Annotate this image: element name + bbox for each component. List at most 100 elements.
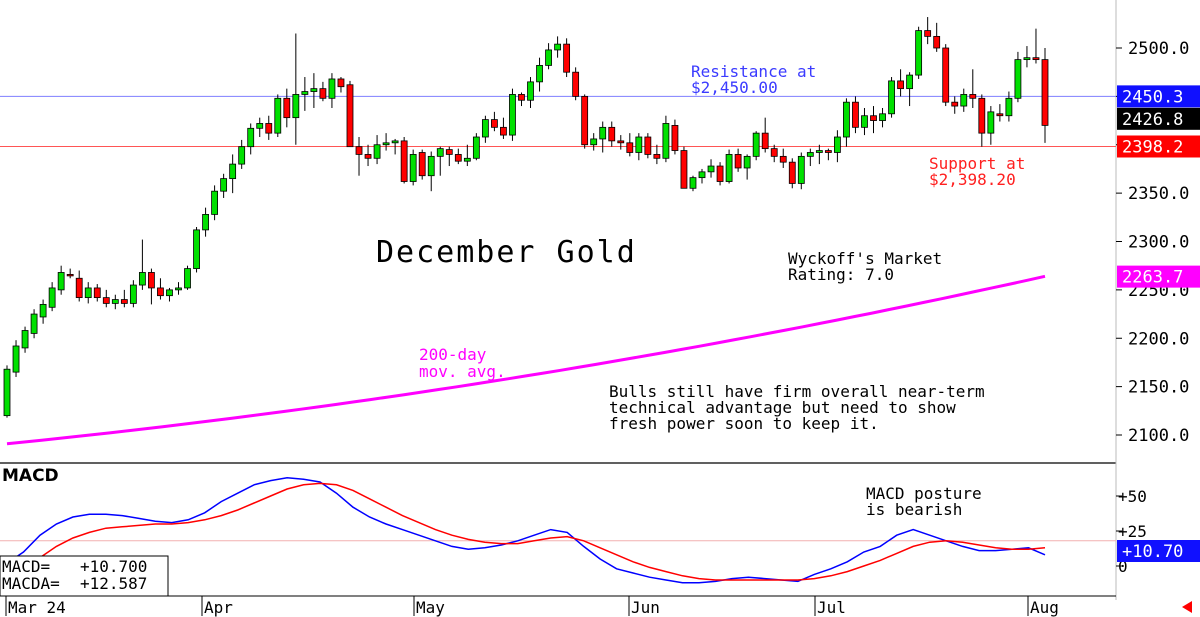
- candle-body: [1014, 59, 1022, 99]
- ma-label: 200-day: [419, 345, 487, 364]
- price-tick-label: 2100.0: [1128, 426, 1189, 446]
- candle-body: [716, 165, 724, 182]
- candle-body: [608, 126, 616, 142]
- ma-badge-box: [1117, 265, 1200, 288]
- annotations: December Gold Resistance at$2,450.00 Suppo…: [0, 62, 1025, 597]
- moving-average-line: [6, 274, 1046, 446]
- resistance-value-label: $2,450.00: [691, 78, 778, 97]
- candle-body: [933, 35, 941, 49]
- candle-body: [1041, 59, 1049, 126]
- support-value-label: $2,398.20: [929, 170, 1016, 189]
- candle-body: [969, 94, 977, 99]
- candle-body: [491, 119, 498, 128]
- candle-body: [617, 140, 625, 144]
- candle-body: [906, 74, 914, 90]
- candle-body: [581, 95, 589, 146]
- candle-body: [193, 229, 200, 269]
- macd-annotation: MACD posture: [866, 484, 982, 503]
- candle-body: [996, 113, 1004, 117]
- candle-body: [852, 101, 859, 128]
- resistance-label: Resistance at: [691, 62, 816, 81]
- candlestick-series: [3, 17, 1049, 418]
- last-price-badge-box: [1117, 107, 1200, 130]
- candle-body: [960, 94, 968, 107]
- candle-body: [355, 146, 363, 155]
- candle-body: [518, 94, 525, 101]
- price-tick-label: 2350.0: [1128, 184, 1189, 204]
- macda-line: [6, 482, 1046, 584]
- macd-legend-value: +10.700: [80, 557, 147, 576]
- price-tick-label: 2150.0: [1128, 378, 1189, 398]
- last-price-badge: 2426.8: [1122, 110, 1183, 130]
- ma-200-line: [6, 274, 1046, 446]
- candle-body: [870, 115, 877, 121]
- price-tick-label: 2300.0: [1128, 233, 1189, 253]
- candle-body: [689, 177, 697, 189]
- candle-body: [220, 178, 228, 192]
- candle-body: [247, 127, 255, 148]
- macd-annotation-2: is bearish: [866, 500, 962, 519]
- candle-body: [1005, 97, 1013, 117]
- candle-body: [834, 136, 841, 153]
- candle-body: [111, 299, 119, 304]
- candle-body: [175, 287, 182, 291]
- candle-body: [120, 299, 128, 304]
- scroll-left-icon[interactable]: [1182, 601, 1192, 613]
- candle-body: [788, 161, 796, 184]
- time-tick-label: Jun: [631, 598, 660, 617]
- candle-body: [879, 113, 886, 121]
- candle-body: [536, 65, 543, 83]
- support-badge-box: [1117, 135, 1200, 158]
- candle-body: [238, 146, 246, 165]
- candle-body: [481, 119, 489, 138]
- candle-body: [509, 94, 516, 136]
- candle-body: [527, 81, 534, 101]
- candle-body: [797, 155, 805, 184]
- rating-value: Rating: 7.0: [788, 265, 894, 284]
- macd-tick-label: +25: [1118, 522, 1147, 541]
- candle-body: [779, 155, 787, 163]
- candle-body: [382, 142, 390, 146]
- candle-body: [942, 47, 950, 103]
- candle-body: [211, 190, 219, 215]
- candle-body: [915, 30, 923, 76]
- candle-body: [409, 154, 417, 182]
- candle-body: [66, 273, 74, 277]
- candle-body: [707, 165, 715, 173]
- candle-body: [346, 84, 354, 148]
- macd-axis-ticks: +50 +25 0: [1116, 487, 1147, 576]
- macd-badge-box: [1117, 540, 1200, 562]
- candle-body: [815, 150, 823, 153]
- candle-body: [75, 277, 83, 299]
- candle-body: [166, 289, 173, 297]
- macd-legend-box: [0, 555, 169, 597]
- resistance-badge: 2450.3: [1122, 87, 1183, 107]
- candle-body: [436, 148, 444, 157]
- macd-panel-title: MACD: [2, 466, 59, 486]
- candle-body: [418, 152, 426, 177]
- candle-body: [554, 43, 561, 51]
- axis-value-badges: 2450.3 2426.8 2398.2 2263.7 +10.70: [1117, 85, 1200, 562]
- candle-body: [3, 368, 11, 417]
- candle-body: [861, 115, 868, 128]
- candle-body: [545, 49, 552, 66]
- candle-body: [463, 157, 471, 162]
- candle-body: [761, 132, 769, 150]
- macd-tick-label: +50: [1118, 487, 1147, 506]
- candle-body: [93, 287, 101, 299]
- candle-body: [373, 144, 381, 159]
- price-tick-label: 2500.0: [1128, 39, 1189, 59]
- candle-body: [319, 88, 327, 99]
- candle-body: [734, 154, 742, 169]
- candle-body: [454, 154, 462, 162]
- candle-body: [157, 287, 164, 297]
- macd-legend-value: +12.587: [80, 574, 147, 593]
- ma-badge: 2263.7: [1122, 268, 1183, 288]
- candle-body: [328, 78, 336, 99]
- time-tick-label: Aug: [1030, 598, 1059, 617]
- candle-body: [292, 94, 300, 119]
- candle-body: [472, 136, 480, 159]
- time-tick-label: Apr: [204, 598, 233, 617]
- candle-body: [30, 313, 38, 334]
